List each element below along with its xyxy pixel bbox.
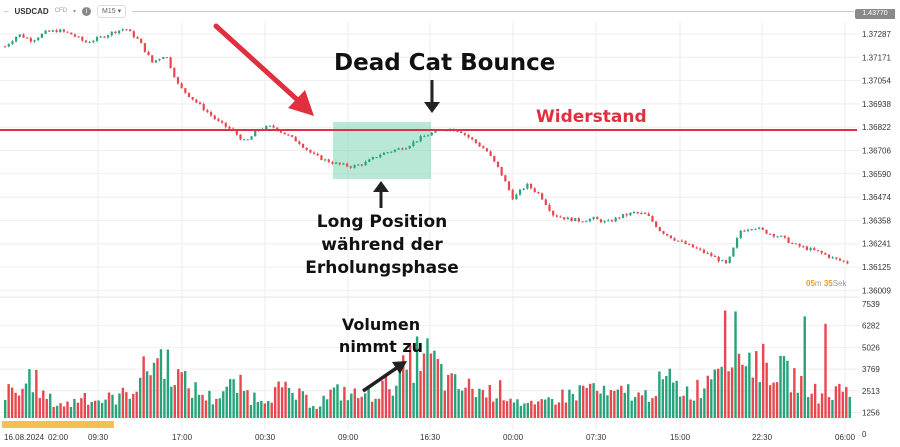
svg-text:0: 0 — [862, 430, 867, 439]
dead-cat-bounce-label: Dead Cat Bounce — [334, 50, 555, 76]
volume-axis: 7539 6282 5026 3769 2513 1256 0 — [862, 300, 880, 439]
current-price-tag: 1.43770 — [855, 9, 895, 19]
svg-text:07:30: 07:30 — [586, 433, 607, 442]
svg-text:1256: 1256 — [862, 409, 880, 418]
svg-text:6282: 6282 — [862, 322, 880, 331]
watermark — [2, 421, 114, 428]
candle-countdown: 05m 35Sek — [806, 279, 847, 288]
svg-text:09:30: 09:30 — [88, 433, 109, 442]
arrow-up-icon — [373, 181, 389, 208]
svg-text:02:00: 02:00 — [48, 433, 69, 442]
volume-bars — [4, 310, 851, 418]
timeframe-select[interactable]: M15 ▾ — [97, 4, 127, 18]
svg-text:16.08.2024: 16.08.2024 — [4, 433, 45, 442]
svg-text:1.36009: 1.36009 — [862, 286, 891, 295]
volume-label-2: nimmt zu — [339, 337, 423, 356]
countdown-minutes-unit: m — [814, 279, 822, 288]
svg-text:5026: 5026 — [862, 343, 880, 352]
svg-text:1.37171: 1.37171 — [862, 53, 891, 62]
price-axis: 1.37287 1.37171 1.37054 1.36938 1.36822 1.367… — [862, 30, 891, 295]
svg-text:1.36590: 1.36590 — [862, 170, 891, 179]
svg-text:1.36241: 1.36241 — [862, 240, 891, 249]
svg-text:1.36125: 1.36125 — [862, 263, 891, 272]
symbol-label[interactable]: USDCAD — [14, 6, 49, 16]
timeframe-label: M15 — [102, 7, 116, 15]
long-position-label-1: Long Position — [317, 212, 448, 232]
svg-text:1.36358: 1.36358 — [862, 216, 891, 225]
long-position-label-3: Erholungsphase — [305, 258, 459, 278]
svg-text:1.36938: 1.36938 — [862, 100, 891, 109]
grid — [0, 22, 860, 430]
svg-text:1.36706: 1.36706 — [862, 147, 891, 156]
candlesticks — [4, 27, 849, 265]
countdown-minutes: 05 — [806, 279, 815, 288]
svg-text:00:30: 00:30 — [255, 433, 276, 442]
recovery-highlight-box — [333, 122, 431, 179]
svg-text:2513: 2513 — [862, 387, 880, 396]
svg-text:1.37054: 1.37054 — [862, 77, 891, 86]
svg-text:1.36822: 1.36822 — [862, 123, 891, 132]
arrow-up-right-icon — [362, 361, 407, 393]
svg-text:06:00: 06:00 — [835, 433, 856, 442]
svg-text:1.37287: 1.37287 — [862, 30, 891, 39]
svg-text:17:00: 17:00 — [172, 433, 193, 442]
resistance-label: Widerstand — [536, 107, 647, 127]
downtrend-arrow-icon — [213, 23, 314, 116]
svg-text:3769: 3769 — [862, 365, 880, 374]
time-axis: 16.08.2024 02:00 09:30 17:00 00:30 09:00 16:30… — [4, 433, 856, 442]
instrument-type: CFD — [54, 8, 68, 14]
chevron-down-icon: ▾ — [117, 7, 122, 15]
toolbar-divider — [132, 10, 854, 12]
svg-text:16:30: 16:30 — [420, 433, 441, 442]
arrow-down-icon — [424, 80, 440, 113]
long-position-label-2: während der — [321, 235, 443, 255]
svg-text:09:00: 09:00 — [338, 433, 359, 442]
svg-text:15:00: 15:00 — [670, 433, 691, 442]
chevron-down-icon[interactable]: ▾ — [73, 8, 77, 15]
svg-text:22:30: 22:30 — [752, 433, 773, 442]
toolbar-dash: – — [4, 6, 9, 16]
volume-label-1: Volumen — [342, 315, 420, 334]
chart-toolbar: – USDCAD CFD ▾ i M15 ▾ — [0, 0, 864, 22]
svg-text:1.36474: 1.36474 — [862, 193, 891, 202]
countdown-seconds: 35 — [823, 279, 833, 288]
countdown-seconds-unit: Sek — [832, 279, 847, 288]
svg-text:00:00: 00:00 — [503, 433, 524, 442]
info-icon[interactable]: i — [82, 6, 92, 16]
svg-text:7539: 7539 — [862, 300, 880, 309]
